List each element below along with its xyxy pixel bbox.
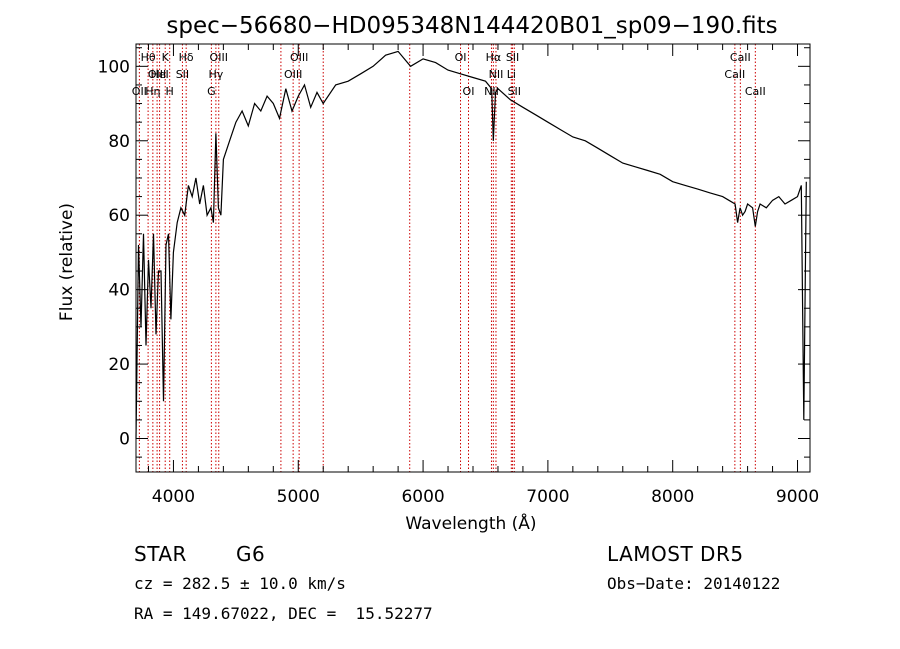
line-marker-label: NII — [484, 85, 499, 98]
observation-date: Obs−Date: 20140122 — [607, 574, 781, 593]
survey-name: LAMOST DR5 — [607, 542, 744, 566]
y-tick-label: 0 — [119, 430, 130, 450]
line-marker-label: Hγ — [208, 68, 223, 81]
line-marker-label: Li — [507, 68, 516, 81]
line-marker-label: SII — [506, 51, 519, 64]
chart-title: spec−56680−HD095348N144420B01_sp09−190.f… — [166, 13, 777, 39]
y-tick-label: 80 — [108, 132, 130, 152]
spectrum-line — [135, 50, 807, 439]
redshift-readout: cz = 282.5 ± 10.0 km/s — [134, 574, 346, 593]
line-marker-label: OII — [132, 85, 147, 98]
object-class: STAR — [134, 542, 187, 566]
coordinates-readout: RA = 149.67022, DEC = 15.52277 — [134, 604, 433, 623]
plot-frame — [135, 43, 811, 473]
line-marker-label: Hα — [486, 51, 502, 64]
line-marker-label: OI — [455, 51, 467, 64]
y-axis-label: Flux (relative) — [57, 203, 77, 321]
y-tick-label: 100 — [98, 57, 130, 77]
line-marker-label: CaII — [724, 68, 745, 81]
line-marker-label: OIII — [284, 68, 302, 81]
line-marker-label: OIII — [290, 51, 308, 64]
line-marker-label: H — [166, 85, 174, 98]
x-tick-label: 8000 — [651, 487, 694, 507]
y-tick-label: 60 — [108, 206, 130, 226]
y-tick-label: 40 — [108, 281, 130, 301]
x-axis-ticks: 4000 5000 6000 7000 8000 9000 — [147, 44, 819, 507]
y-tick-label: 20 — [108, 355, 130, 375]
line-marker-label: OIII — [210, 51, 228, 64]
line-marker-label: G — [207, 85, 216, 98]
line-marker-label: Hθ — [141, 51, 156, 64]
line-marker-label: SII — [508, 85, 521, 98]
y-axis-ticks: 0 20 40 60 80 100 — [98, 47, 810, 458]
line-marker-label: Hη — [145, 85, 160, 98]
x-tick-label: 7000 — [526, 487, 569, 507]
line-marker-label: Hδ — [179, 51, 194, 64]
x-tick-label: 5000 — [277, 487, 320, 507]
line-marker-label: NII — [489, 68, 504, 81]
line-marker-label: CaII — [730, 51, 751, 64]
line-marker-label: CaII — [745, 85, 766, 98]
line-marker-label: K — [162, 51, 170, 64]
line-marker-label: OIII — [148, 68, 166, 81]
x-tick-label: 4000 — [152, 487, 195, 507]
x-tick-label: 9000 — [776, 487, 819, 507]
line-marker-label: SII — [176, 68, 189, 81]
x-tick-label: 6000 — [401, 487, 444, 507]
line-marker-label: OI — [463, 85, 475, 98]
object-subclass: G6 — [236, 542, 266, 566]
line-markers — [138, 44, 756, 472]
x-axis-label: Wavelength (Å) — [405, 512, 536, 534]
line-marker-label: HeI — [150, 68, 168, 81]
